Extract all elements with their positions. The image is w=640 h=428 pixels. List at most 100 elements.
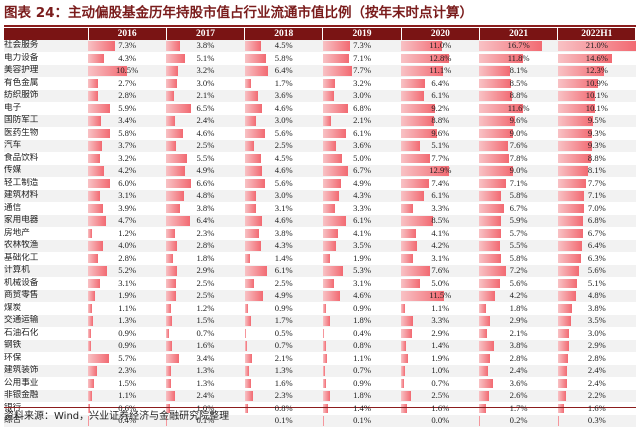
value-label: 6.6%: [196, 177, 215, 188]
data-bar: [557, 153, 591, 163]
value-cell: 1.5%: [166, 314, 245, 328]
value-cell: 0.9%: [244, 302, 323, 315]
value-label: 0.4%: [353, 327, 371, 338]
value-cell: 2.5%: [244, 277, 323, 290]
value-cell: 4.9%: [322, 177, 402, 190]
value-cell: 6.1%: [401, 189, 480, 203]
data-bar: [322, 53, 350, 63]
value-label: 3.0%: [196, 77, 215, 88]
value-cell: 5.6%: [244, 127, 323, 140]
value-cell: 7.1%: [322, 52, 402, 65]
value-label: 3.0%: [353, 90, 371, 100]
value-cell: 6.5%: [166, 102, 245, 115]
data-bar: [401, 328, 412, 338]
value-label: 2.8%: [509, 352, 528, 363]
data-bar: [557, 366, 567, 376]
value-cell: 1.6%: [401, 402, 480, 415]
data-bar: [401, 253, 413, 263]
industry-name: 综合: [4, 414, 88, 428]
value-label: 1.8%: [509, 302, 528, 313]
data-bar: [88, 266, 108, 276]
data-bar: [88, 66, 128, 76]
data-bar: [322, 316, 330, 326]
value-cell: 6.4%: [401, 77, 480, 90]
data-bar: [244, 341, 248, 351]
value-cell: 3.0%: [244, 189, 323, 203]
data-bar: [322, 266, 343, 276]
table-header-row: 2016 2017 2018 2019 2020 2021 2022H1: [4, 28, 637, 40]
value-label: 2.1%: [509, 327, 528, 338]
value-cell: 3.0%: [557, 327, 636, 340]
value-cell: 3.0%: [166, 77, 245, 90]
value-label: 4.6%: [353, 290, 371, 300]
value-label: 6.4%: [274, 65, 293, 75]
data-bar: [88, 103, 110, 113]
data-bar: [166, 141, 176, 151]
data-bar: [557, 78, 599, 88]
value-label: 6.5%: [196, 102, 215, 113]
value-label: 1.0%: [431, 365, 450, 375]
data-bar: [322, 78, 335, 88]
industry-name: 纺织服饰: [4, 89, 88, 103]
value-label: 5.0%: [353, 152, 371, 163]
figure-title: 图表 24：主动偏股基金历年持股市值占行业流通市值比例（按年末时点计算）: [4, 5, 473, 21]
value-label: 0.9%: [353, 377, 371, 388]
value-label: 10.1%: [585, 102, 608, 113]
table-row: 有色金属 2.7% 3.0% 1.7% 3.2% 6.4% 8.5% 10.9%: [4, 77, 636, 90]
table-row: 电子 5.9% 6.5% 4.6% 6.8% 9.2% 11.6% 10.1%: [4, 102, 636, 115]
data-bar: [557, 228, 583, 238]
data-bar: [557, 253, 582, 263]
value-cell: 1.3%: [244, 364, 323, 378]
industry-name: 有色金属: [4, 77, 88, 90]
data-bar: [244, 241, 261, 251]
value-cell: 7.8%: [479, 152, 558, 165]
value-label: 0.8%: [353, 340, 371, 350]
industry-name: 食品饮料: [4, 152, 88, 165]
data-bar: [322, 153, 342, 163]
industry-name: 非银金融: [4, 389, 88, 403]
data-bar: [88, 328, 92, 338]
value-cell: 2.9%: [166, 264, 245, 278]
data-bar: [322, 303, 327, 313]
value-label: 2.8%: [118, 252, 137, 263]
value-label: 2.4%: [587, 377, 606, 388]
value-cell: 5.1%: [557, 277, 636, 290]
column-header-2022h1: 2022H1: [557, 28, 637, 40]
value-cell: 6.3%: [557, 252, 636, 265]
value-cell: 4.3%: [244, 239, 323, 253]
data-bar: [479, 278, 501, 288]
value-label: 0.5%: [274, 327, 293, 338]
data-bar: [479, 78, 512, 88]
data-bar: [244, 253, 250, 263]
value-label: 5.7%: [509, 227, 528, 238]
value-cell: 5.5%: [479, 239, 558, 253]
data-bar: [557, 216, 584, 226]
data-bar: [322, 91, 335, 101]
data-bar: [479, 203, 505, 213]
data-bar: [88, 391, 93, 401]
data-bar: [479, 66, 510, 76]
value-label: 3.6%: [509, 377, 528, 388]
data-bar: [401, 141, 421, 151]
value-cell: 7.1%: [479, 177, 558, 190]
value-cell: 7.0%: [557, 202, 636, 215]
value-cell: 7.2%: [479, 264, 558, 278]
value-label: 5.1%: [431, 140, 450, 150]
value-label: 0.1%: [353, 415, 371, 425]
value-cell: 5.0%: [401, 277, 480, 290]
value-label: 3.1%: [431, 252, 450, 263]
data-bar: [557, 166, 588, 176]
value-label: 2.4%: [587, 365, 606, 375]
data-bar: [88, 378, 94, 388]
value-cell: 5.3%: [322, 264, 402, 278]
value-cell: 2.8%: [88, 89, 167, 103]
value-cell: 5.7%: [88, 352, 167, 365]
data-bar: [557, 328, 569, 338]
value-label: 0.7%: [196, 327, 215, 338]
table-row: 农林牧渔 4.0% 2.8% 4.3% 3.5% 4.2% 5.5% 6.4%: [4, 239, 636, 253]
table-row: 纺织服饰 2.8% 2.1% 3.6% 3.0% 6.1% 8.8% 10.1%: [4, 89, 636, 103]
value-cell: 11.5%: [401, 289, 480, 303]
data-bar: [557, 91, 596, 101]
value-label: 3.6%: [274, 90, 293, 100]
value-label: 3.8%: [587, 302, 606, 313]
